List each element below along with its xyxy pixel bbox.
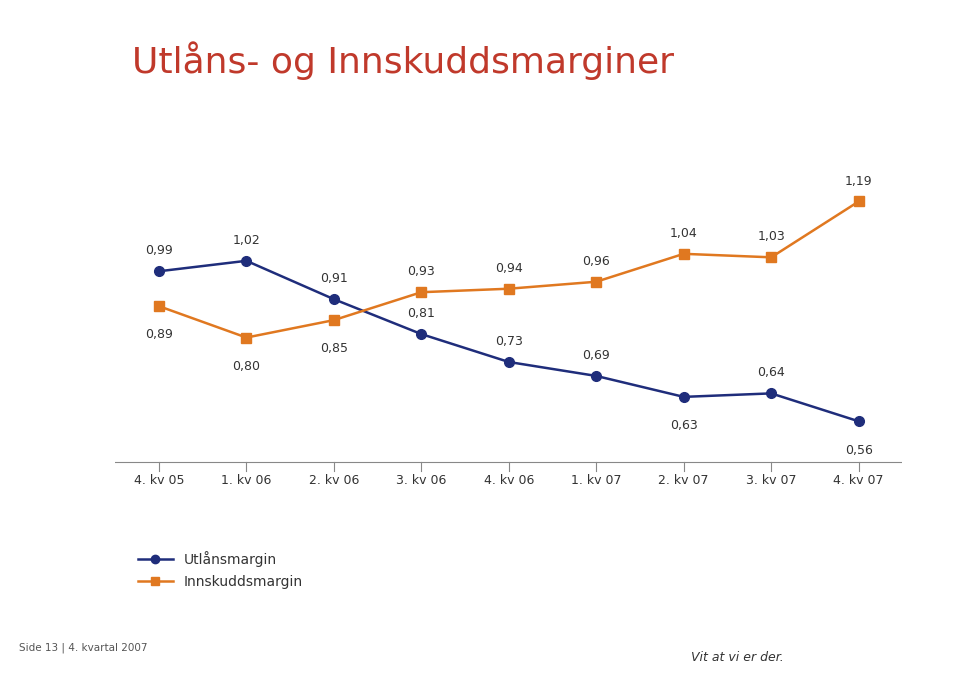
Text: 0,96: 0,96 — [583, 255, 611, 268]
Text: 2. kv 07: 2. kv 07 — [659, 474, 709, 487]
Text: 0,91: 0,91 — [320, 272, 348, 285]
Text: 1,03: 1,03 — [757, 231, 785, 243]
Text: 0,56: 0,56 — [845, 443, 873, 456]
Legend: Utlånsmargin, Innskuddsmargin: Utlånsmargin, Innskuddsmargin — [138, 551, 302, 589]
Text: 3. kv 06: 3. kv 06 — [396, 474, 446, 487]
Text: 1. kv 07: 1. kv 07 — [571, 474, 621, 487]
Text: 1,19: 1,19 — [845, 174, 873, 188]
Text: 0,93: 0,93 — [407, 265, 435, 279]
Text: 4. kv 06: 4. kv 06 — [484, 474, 534, 487]
Text: 0,64: 0,64 — [757, 366, 785, 379]
Text: 3. kv 07: 3. kv 07 — [746, 474, 797, 487]
Text: 0,94: 0,94 — [495, 262, 522, 275]
Text: 4. kv 07: 4. kv 07 — [833, 474, 884, 487]
Text: Side 13 | 4. kvartal 2007: Side 13 | 4. kvartal 2007 — [19, 642, 148, 653]
Text: 4. kv 05: 4. kv 05 — [133, 474, 184, 487]
Text: 0,89: 0,89 — [145, 329, 173, 341]
Text: 0,63: 0,63 — [670, 419, 698, 432]
Text: 1. kv 06: 1. kv 06 — [221, 474, 272, 487]
Text: 0,85: 0,85 — [320, 342, 348, 356]
Text: 2. kv 06: 2. kv 06 — [309, 474, 359, 487]
Text: 0,81: 0,81 — [407, 307, 435, 320]
Text: 0,69: 0,69 — [583, 349, 611, 362]
Text: Vit at vi er der.: Vit at vi er der. — [691, 650, 784, 664]
Text: 0,80: 0,80 — [232, 360, 260, 372]
Text: 0,99: 0,99 — [145, 245, 173, 258]
Text: 0,73: 0,73 — [494, 335, 523, 348]
Text: Utlåns- og Innskuddsmarginer: Utlåns- og Innskuddsmarginer — [132, 41, 674, 80]
Text: 1,02: 1,02 — [232, 234, 260, 247]
Text: SpareBank 1  SR-Bank: SpareBank 1 SR-Bank — [810, 641, 942, 650]
Text: 1,04: 1,04 — [670, 227, 698, 240]
